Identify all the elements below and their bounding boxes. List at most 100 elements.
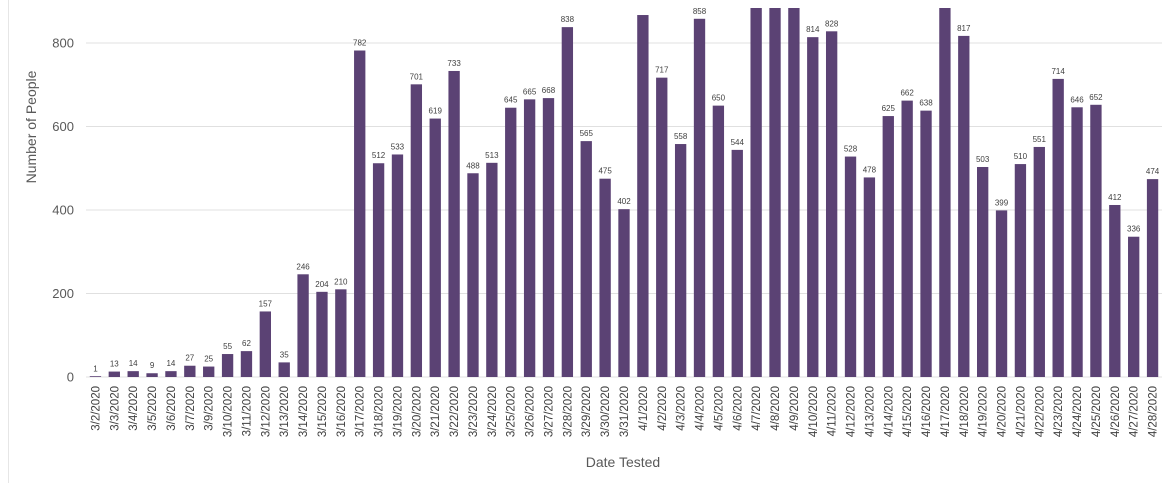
- x-tick-label: 3/15/2020: [317, 386, 329, 437]
- data-label: 646: [1070, 95, 1084, 104]
- data-label: 14: [166, 359, 175, 368]
- y-tick-label: 400: [52, 203, 74, 218]
- data-label: 551: [1033, 135, 1047, 144]
- data-label: 645: [504, 96, 518, 105]
- bar: [165, 371, 177, 377]
- x-tick-label: 3/24/2020: [487, 386, 499, 437]
- x-axis-title: Date Tested: [586, 454, 660, 470]
- x-tick-label: 3/7/2020: [185, 386, 197, 431]
- bar: [618, 209, 630, 377]
- y-axis-title: Number of People: [23, 70, 39, 183]
- bar: [448, 70, 460, 377]
- x-tick-label: 3/4/2020: [128, 386, 140, 431]
- bar: [467, 173, 479, 377]
- x-tick-label: 3/20/2020: [411, 386, 423, 437]
- x-tick-label: 4/19/2020: [978, 386, 990, 437]
- data-labels: 1 13 14 9 14 27 25 55 62 157 35 246 204 210 782 512 533 7…: [93, 7, 1160, 374]
- bar: [184, 365, 196, 377]
- y-tick-label: 0: [67, 370, 74, 385]
- data-label: 246: [296, 262, 310, 271]
- data-label: 733: [447, 59, 461, 68]
- bar: [372, 163, 385, 377]
- data-label: 13: [110, 360, 119, 369]
- x-tick-label: 3/21/2020: [430, 386, 442, 437]
- bar: [108, 371, 120, 377]
- bar: [750, 8, 762, 377]
- data-label: 619: [429, 107, 443, 116]
- data-label: 474: [1146, 167, 1160, 176]
- data-label: 399: [995, 198, 1009, 207]
- x-tick-label: 3/10/2020: [223, 386, 235, 437]
- data-label: 412: [1108, 193, 1122, 202]
- data-label: 528: [844, 145, 858, 154]
- bar: [1052, 78, 1064, 377]
- data-label: 662: [900, 89, 914, 98]
- x-tick-label: 4/28/2020: [1148, 386, 1160, 437]
- data-label: 510: [1014, 152, 1028, 161]
- data-label: 336: [1127, 225, 1141, 234]
- bar: [486, 162, 498, 377]
- bar: [221, 354, 234, 377]
- bar: [769, 8, 781, 377]
- x-tick-label: 3/14/2020: [298, 386, 310, 437]
- bar: [731, 149, 743, 377]
- data-label: 665: [523, 87, 537, 96]
- data-label: 638: [919, 99, 933, 108]
- bar: [335, 289, 347, 377]
- x-tick-label: 4/27/2020: [1129, 386, 1141, 437]
- x-tick-label: 4/22/2020: [1034, 386, 1046, 437]
- bar: [599, 178, 611, 377]
- bar: [825, 31, 838, 378]
- data-label: 828: [825, 19, 839, 28]
- data-label: 204: [315, 280, 329, 289]
- data-label: 503: [976, 155, 990, 164]
- x-tick-label: 4/24/2020: [1072, 386, 1084, 437]
- bar: [278, 362, 290, 377]
- x-tick-label: 4/5/2020: [713, 386, 725, 431]
- bar: [580, 141, 592, 377]
- chart-frame-edge: [8, 0, 9, 483]
- bar: [316, 291, 328, 377]
- data-label: 668: [542, 86, 556, 95]
- x-tick-label: 3/31/2020: [619, 386, 631, 437]
- data-label: 650: [712, 94, 726, 103]
- bar: [901, 100, 913, 378]
- y-tick-label: 800: [52, 36, 74, 51]
- data-label: 27: [185, 354, 194, 363]
- bar: [674, 144, 687, 377]
- bar: [127, 371, 139, 377]
- x-tick-label: 3/2/2020: [90, 386, 102, 431]
- x-tick-label: 3/13/2020: [279, 386, 291, 437]
- x-tick-label: 3/26/2020: [525, 386, 537, 437]
- x-tick-label: 3/18/2020: [374, 386, 386, 437]
- x-tick-label: 4/25/2020: [1091, 386, 1103, 437]
- data-label: 402: [617, 197, 631, 206]
- bar: [939, 8, 951, 377]
- data-label: 512: [372, 151, 386, 160]
- bar: [637, 15, 649, 378]
- bar: [1090, 104, 1102, 377]
- x-tick-label: 4/18/2020: [959, 386, 971, 437]
- x-tick-label: 4/26/2020: [1110, 386, 1122, 437]
- y-tick-label: 600: [52, 119, 74, 134]
- data-label: 478: [863, 165, 877, 174]
- bar: [788, 8, 800, 377]
- x-tick-label: 3/17/2020: [355, 386, 367, 437]
- bars: [89, 8, 1159, 378]
- data-label: 14: [129, 359, 138, 368]
- bar: [391, 154, 404, 377]
- data-label: 55: [223, 342, 232, 351]
- data-label: 858: [693, 7, 707, 16]
- bar: [1014, 164, 1027, 377]
- data-label: 565: [580, 129, 594, 138]
- x-tick-label: 3/16/2020: [336, 386, 348, 437]
- bar: [203, 366, 215, 377]
- bar: [1146, 179, 1159, 377]
- data-label: 475: [598, 167, 612, 176]
- data-label: 558: [674, 132, 688, 141]
- bar: [240, 351, 253, 377]
- data-label: 488: [466, 161, 480, 170]
- data-label: 533: [391, 142, 405, 151]
- x-tick-label: 4/17/2020: [940, 386, 952, 437]
- bar: [429, 118, 441, 377]
